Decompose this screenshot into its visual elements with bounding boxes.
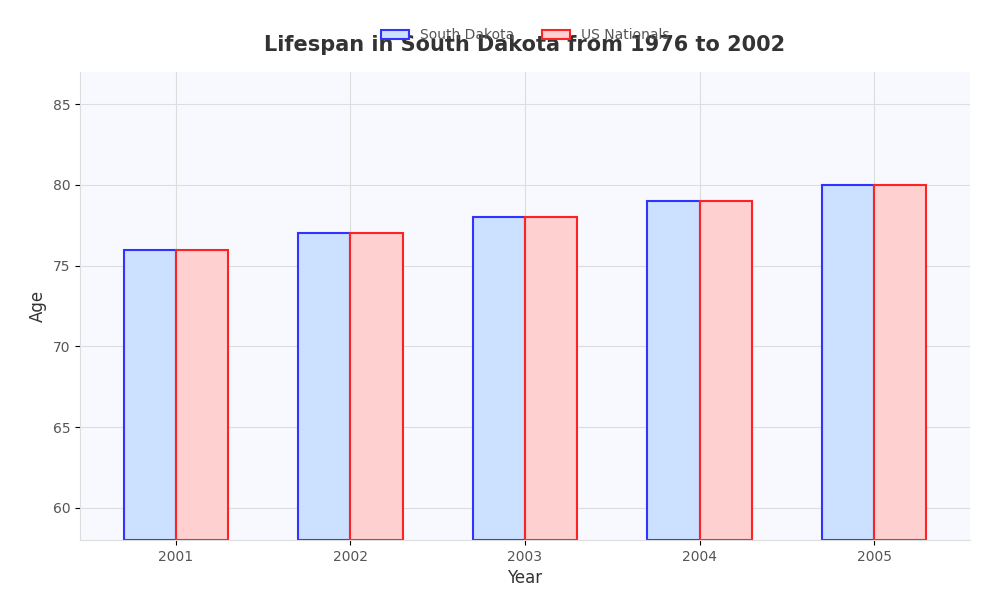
Bar <box>473 217 525 540</box>
Y-axis label: Age: Age <box>29 290 47 322</box>
Bar <box>124 250 176 540</box>
Bar <box>647 201 700 540</box>
Bar <box>700 201 752 540</box>
Bar <box>298 233 350 540</box>
Bar <box>525 217 577 540</box>
X-axis label: Year: Year <box>507 569 543 587</box>
Bar <box>822 185 874 540</box>
Title: Lifespan in South Dakota from 1976 to 2002: Lifespan in South Dakota from 1976 to 20… <box>264 35 786 55</box>
Bar <box>874 185 926 540</box>
Legend: South Dakota, US Nationals: South Dakota, US Nationals <box>375 23 675 48</box>
Bar <box>176 250 228 540</box>
Bar <box>350 233 403 540</box>
